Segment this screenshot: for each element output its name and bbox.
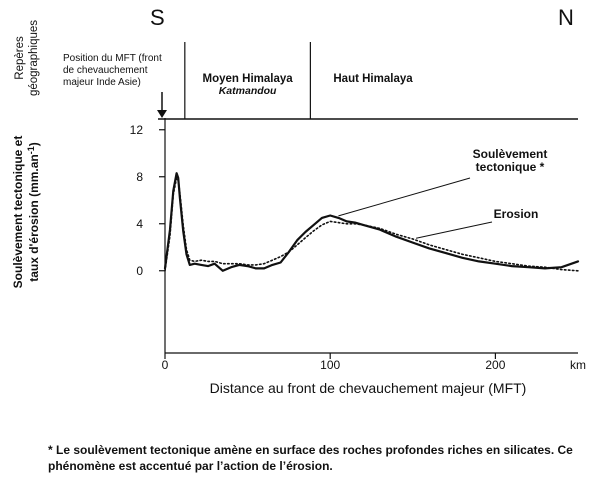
band-title-line-2: géographiques — [28, 20, 40, 96]
zone-sub-0: Katmandou — [219, 85, 277, 97]
series-layer — [163, 172, 580, 272]
south-label: S — [150, 5, 165, 30]
axes: 0 4 8 12 0 100 200 km — [130, 118, 586, 372]
mft-position-line-1: Position du MFT (front — [63, 53, 162, 64]
annotation-label-0-1: tectonique * — [476, 160, 545, 174]
annotation-leader-0 — [338, 177, 471, 217]
series-line-0 — [163, 172, 580, 272]
x-tick-label-0: 0 — [162, 358, 169, 372]
annotation-label-1-0: Erosion — [494, 207, 539, 221]
mft-position-line-2: de chevauchement — [63, 65, 148, 76]
y-tick-label-8: 8 — [136, 170, 143, 184]
y-tick-label-12: 12 — [130, 123, 144, 137]
footnote: * Le soulèvement tectonique amène en sur… — [48, 443, 573, 473]
north-label: N — [558, 5, 574, 30]
y-tick-label-4: 4 — [136, 217, 143, 231]
x-tick-label-100: 100 — [320, 358, 340, 372]
mft-arrow-head — [157, 110, 167, 118]
series-line-1 — [164, 177, 579, 272]
y-tick-label-0: 0 — [136, 264, 143, 278]
annotation-leader-1 — [415, 221, 493, 239]
x-axis-label: Distance au front de chevauchement majeu… — [210, 380, 527, 396]
x-unit-label: km — [570, 358, 586, 372]
band-title-line-1: Repères — [14, 36, 26, 80]
mft-position-line-3: majeur Inde Asie) — [63, 77, 141, 88]
y-axis-label-line-2: taux d'érosion (mm.an-1) — [26, 142, 41, 282]
x-tick-label-200: 200 — [485, 358, 505, 372]
zone-name-0: Moyen Himalaya — [203, 73, 294, 85]
zone-name-1: Haut Himalaya — [333, 73, 413, 85]
annotation-label-0-0: Soulèvement — [473, 147, 548, 161]
y-axis-label-line-1: Soulèvement tectonique et — [11, 136, 25, 289]
